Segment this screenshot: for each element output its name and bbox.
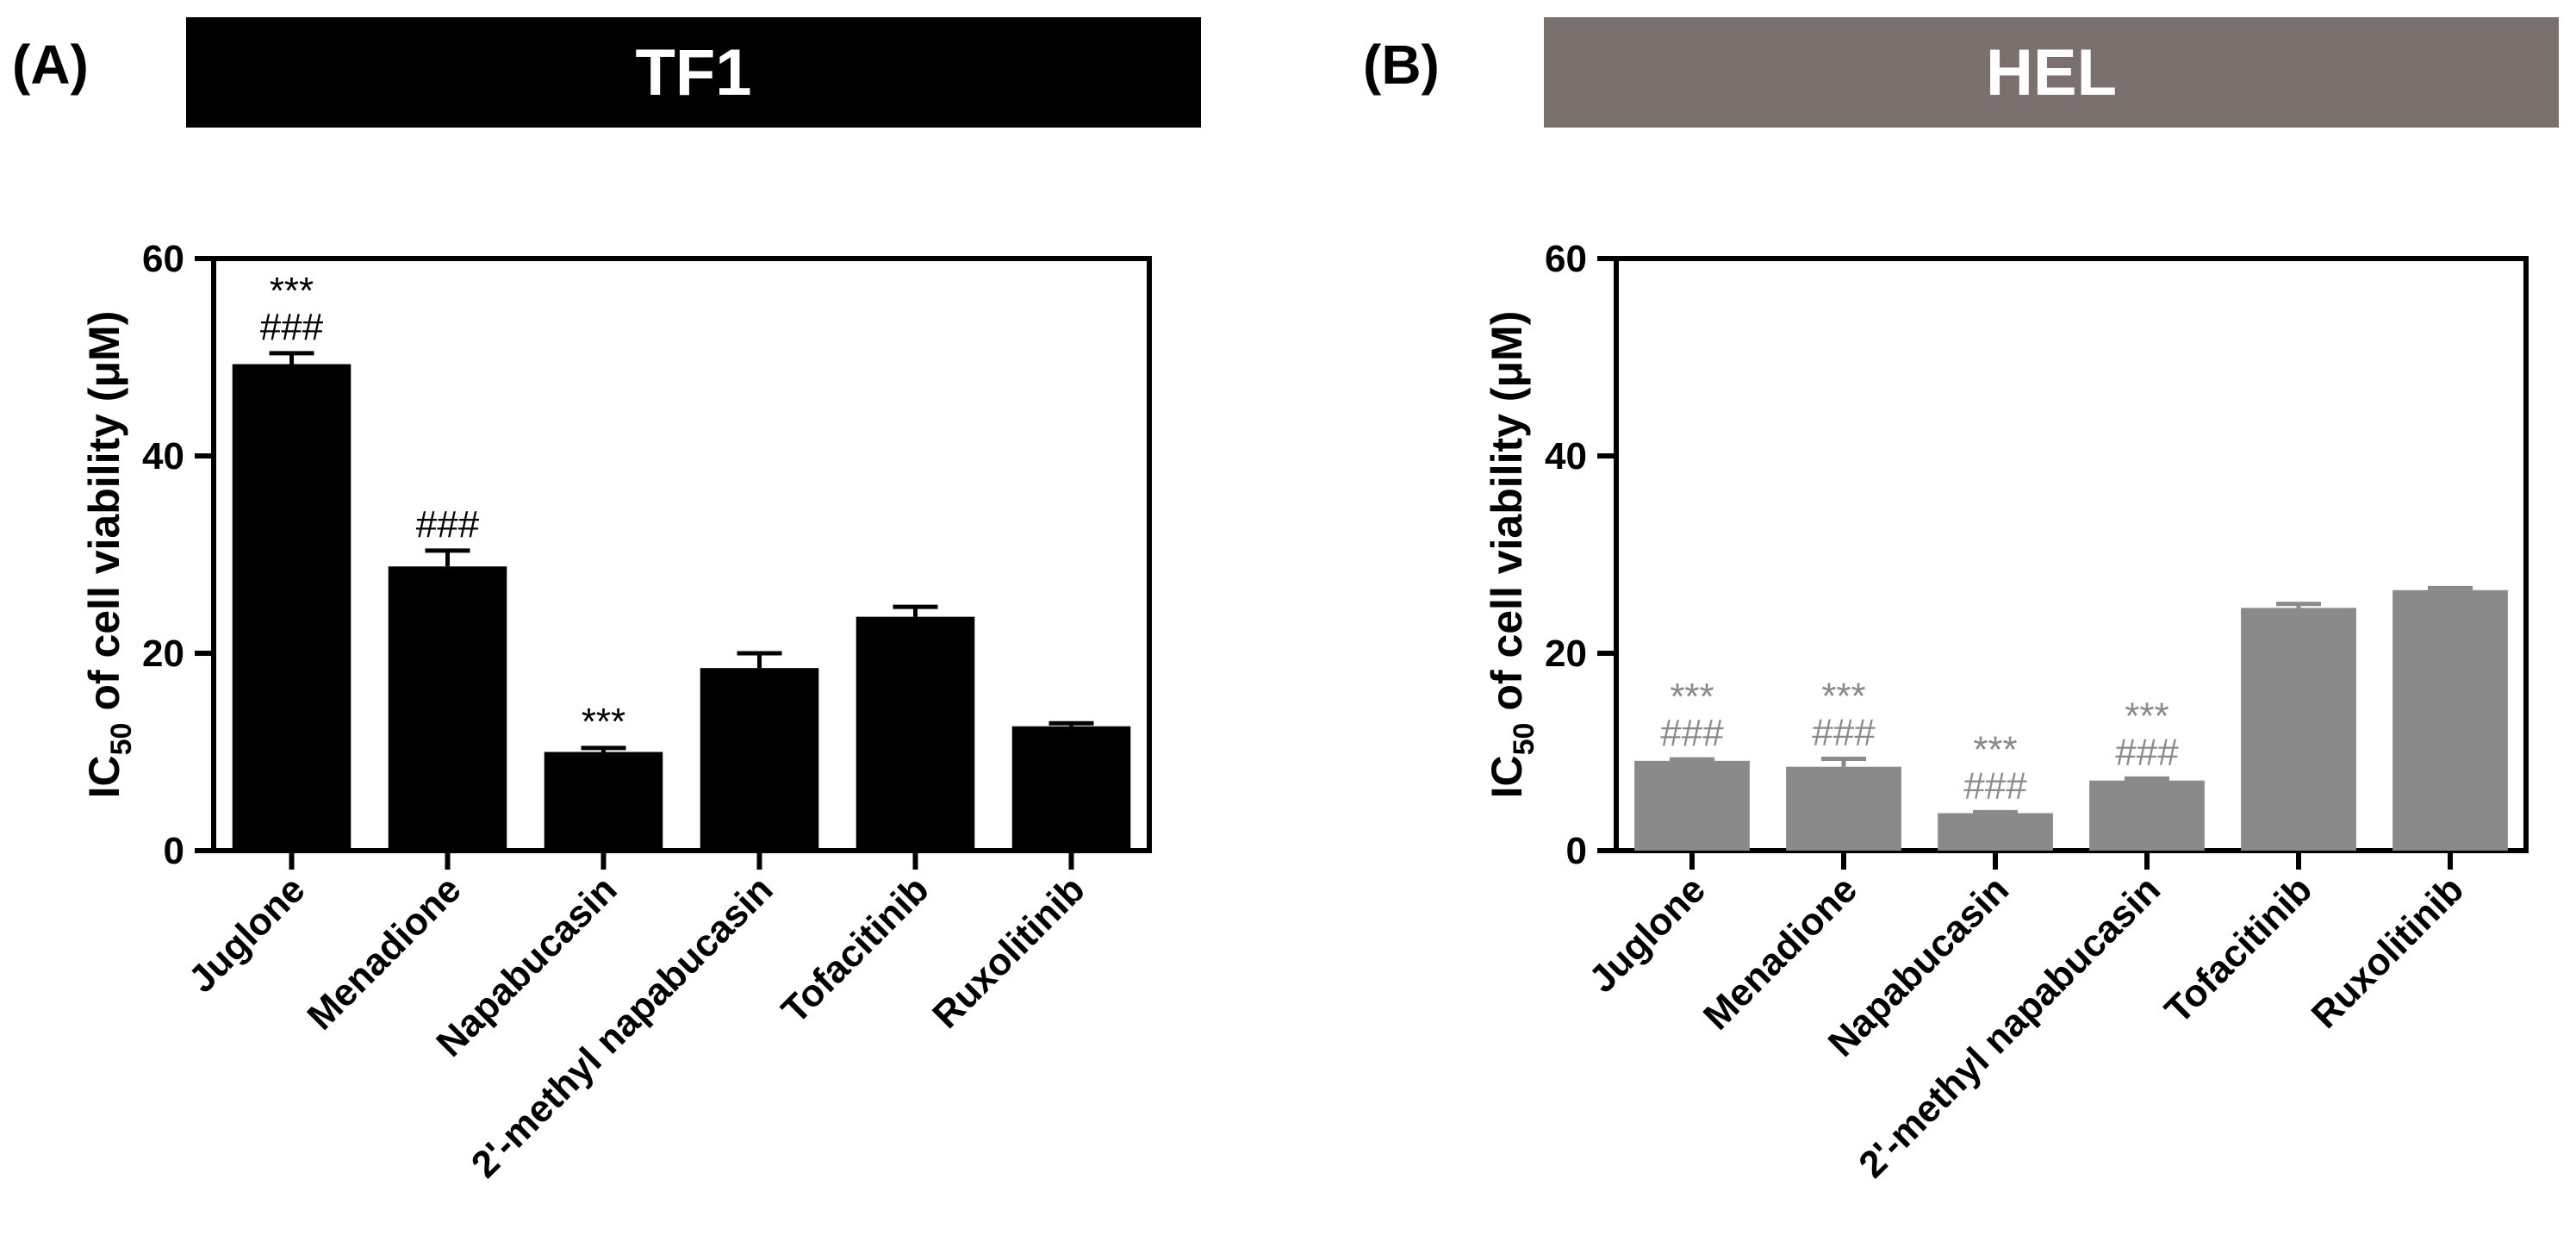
bar-b-5 (2392, 589, 2508, 851)
category-label-a-5: Ruxolitinib (924, 868, 1092, 1036)
significance-label-b-2: *** (1973, 728, 2017, 770)
bar-a-1 (388, 566, 507, 851)
significance-label-b-0: *** (1670, 676, 1714, 718)
y-tick-label-b: 40 (1545, 435, 1587, 477)
plot-frame-b (1614, 256, 2529, 853)
bar-b-2 (1938, 813, 2053, 851)
significance-label-b-3: *** (2125, 695, 2168, 737)
significance-label-a-0: ### (260, 306, 324, 348)
category-label-a-4: Tofacitinib (774, 868, 937, 1032)
panel-a-label: (A) (12, 34, 89, 96)
y-axis-label-main: IC (80, 755, 128, 798)
y-tick-label-b: 20 (1545, 633, 1587, 675)
significance-label-a-1: ### (416, 503, 480, 546)
y-tick-label-a: 20 (142, 633, 184, 675)
category-label-a-1: Menadione (299, 868, 469, 1038)
category-label-b-3: 2'-methyl napabucasin (1851, 868, 2168, 1186)
category-label-a-3: 2'-methyl napabucasin (464, 868, 781, 1186)
panel-b-title: HEL (1986, 35, 2117, 109)
y-tick-label-b: 0 (1566, 830, 1587, 872)
bar-a-5 (1011, 726, 1131, 851)
significance-label-b-1: *** (1821, 676, 1865, 718)
bar-a-4 (856, 616, 975, 851)
y-tick-label-b: 60 (1545, 238, 1587, 280)
bar-a-0 (232, 364, 352, 851)
significance-label-a-0: *** (270, 270, 314, 312)
bar-b-1 (1786, 766, 1901, 851)
bar-b-0 (1634, 760, 1750, 851)
panel-b-title-banner: HEL (1544, 17, 2559, 128)
plot-frame-a (211, 256, 1152, 853)
category-label-b-0: Juglone (1581, 868, 1714, 1001)
category-label-a-0: Juglone (181, 868, 314, 1001)
panel-a-title-banner: TF1 (186, 17, 1201, 128)
y-axis-label-sub: 50 (1508, 723, 1540, 756)
y-tick-label-a: 0 (164, 830, 184, 872)
significance-label-a-2: *** (582, 701, 625, 743)
panel-a-title: TF1 (635, 35, 752, 109)
significance-label-b-0: ### (1660, 712, 1724, 754)
bar-b-3 (2089, 780, 2205, 851)
y-axis-label-main: IC (1483, 755, 1531, 798)
category-label-b-1: Menadione (1696, 868, 1865, 1038)
y-axis-label-a: IC50 of cell viability (μM) (80, 311, 138, 799)
y-axis-label-b: IC50 of cell viability (μM) (1483, 311, 1540, 799)
significance-label-b-3: ### (2115, 731, 2179, 773)
y-axis-label-rest: of cell viability (μM) (1483, 311, 1531, 723)
significance-label-b-1: ### (1812, 712, 1876, 754)
bar-a-2 (544, 752, 663, 851)
panel-b-label: (B) (1363, 34, 1440, 96)
y-tick-label-a: 60 (142, 238, 184, 280)
category-label-b-4: Tofacitinib (2156, 868, 2320, 1032)
y-tick-label-a: 40 (142, 435, 184, 477)
y-axis-label-rest: of cell viability (μM) (80, 311, 128, 723)
bar-b-4 (2241, 608, 2356, 851)
category-label-b-5: Ruxolitinib (2304, 868, 2472, 1036)
y-axis-label-sub: 50 (105, 723, 138, 756)
significance-label-b-2: ### (1963, 764, 2027, 807)
bar-a-3 (700, 668, 819, 851)
